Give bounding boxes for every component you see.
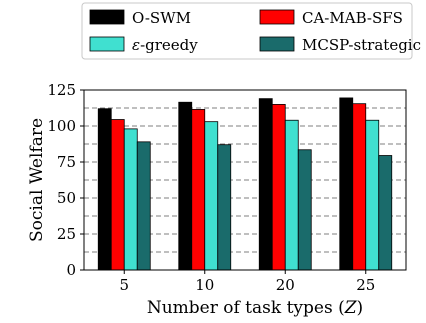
bar-o-swm (97, 108, 112, 271)
y-tick-label: 75 (57, 153, 76, 171)
bar-mcsp-strategic (297, 149, 312, 271)
bar-o-swm (339, 97, 354, 271)
legend-swatch (89, 36, 125, 52)
x-tick-label: 10 (195, 276, 214, 294)
bar-ca-mab-sfs (271, 104, 286, 271)
legend-swatch (89, 9, 125, 25)
bar--greedy (365, 119, 380, 271)
bar--greedy (123, 128, 138, 271)
bar--greedy (284, 119, 299, 271)
y-tick-label: 100 (47, 117, 76, 135)
x-axis-label: Number of task types (Z) (147, 298, 363, 318)
legend-box (81, 2, 413, 60)
bar-mcsp-strategic (378, 155, 393, 271)
bar-mcsp-strategic (136, 141, 151, 271)
legend: O-SWM CA-MAB-SFS ε-greedy MCSP-strategic (81, 2, 421, 60)
legend-label: CA-MAB-SFS (302, 9, 403, 27)
legend-swatch (259, 9, 295, 25)
bar-ca-mab-sfs (110, 119, 125, 271)
y-tick-label: 0 (66, 261, 76, 279)
x-axis-ticks: 5 10 20 25 (119, 270, 375, 294)
legend-label: O-SWM (132, 9, 191, 27)
x-tick-label: 25 (356, 276, 375, 294)
legend-label: MCSP-strategic (302, 36, 421, 54)
x-tick-label: 5 (119, 276, 129, 294)
bar-ca-mab-sfs (191, 109, 206, 271)
plot-frame (83, 89, 407, 271)
bar-ca-mab-sfs (352, 103, 367, 271)
bar-o-swm (258, 98, 273, 271)
legend-swatch (259, 36, 295, 52)
x-tick-label: 20 (276, 276, 295, 294)
y-axis-label: Social Welfare (27, 118, 47, 242)
y-tick-label: 50 (57, 189, 76, 207)
bars (97, 97, 393, 271)
y-axis-ticks: 0 25 50 75 100 125 (47, 81, 84, 279)
y-tick-label: 125 (47, 81, 76, 99)
legend-label: ε-greedy (132, 36, 198, 54)
bar--greedy (204, 121, 219, 271)
bar-o-swm (178, 101, 193, 271)
bar-mcsp-strategic (217, 144, 232, 271)
y-tick-label: 25 (57, 225, 76, 243)
